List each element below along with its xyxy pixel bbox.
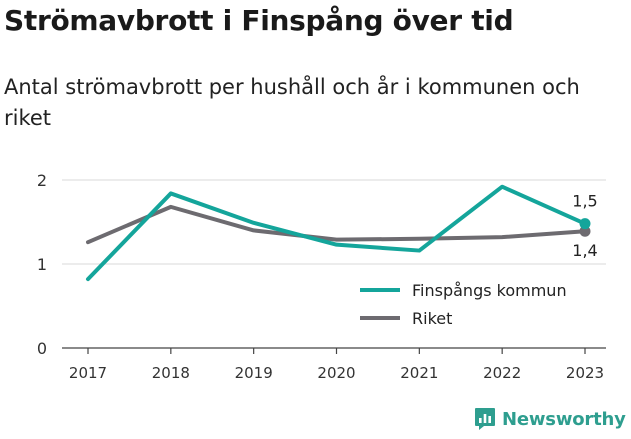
chart-title: Strömavbrott i Finspång över tid — [4, 4, 514, 37]
legend-label-finspang: Finspångs kommun — [412, 281, 567, 300]
grid — [62, 179, 606, 349]
x-tick-label: 2023 — [566, 364, 604, 382]
end-label-riket: 1,4 — [572, 241, 597, 260]
y-tick-label: 0 — [37, 339, 47, 358]
x-tick-label: 2019 — [235, 364, 273, 382]
x-tick-label: 2021 — [400, 364, 438, 382]
end-label-finspang: 1,5 — [572, 192, 597, 211]
legend-label-riket: Riket — [412, 309, 452, 328]
x-tick-label: 2017 — [69, 364, 107, 382]
end-labels: 1,5 1,4 — [572, 192, 597, 261]
y-axis: 0 1 2 — [37, 171, 47, 358]
end-point-riket — [579, 225, 591, 237]
end-point-finspang — [579, 218, 591, 230]
x-tick-label: 2022 — [483, 364, 521, 382]
x-tick-label: 2020 — [317, 364, 355, 382]
brand-name: Newsworthy — [502, 408, 626, 430]
x-tick-label: 2018 — [152, 364, 190, 382]
newsworthy-logo-icon — [475, 408, 495, 430]
legend: Finspångs kommun Riket — [360, 281, 567, 328]
y-tick-label: 1 — [37, 255, 47, 274]
series-line-riket — [86, 204, 587, 245]
series-lines — [86, 184, 591, 282]
newsworthy-logo: Newsworthy — [474, 407, 626, 431]
chart-subtitle: Antal strömavbrott per hushåll och år i … — [4, 75, 580, 130]
y-tick-label: 2 — [37, 171, 47, 190]
series-line-finspang — [86, 184, 587, 282]
x-axis: 2017 2018 2019 2020 2021 2022 2023 — [69, 348, 604, 382]
